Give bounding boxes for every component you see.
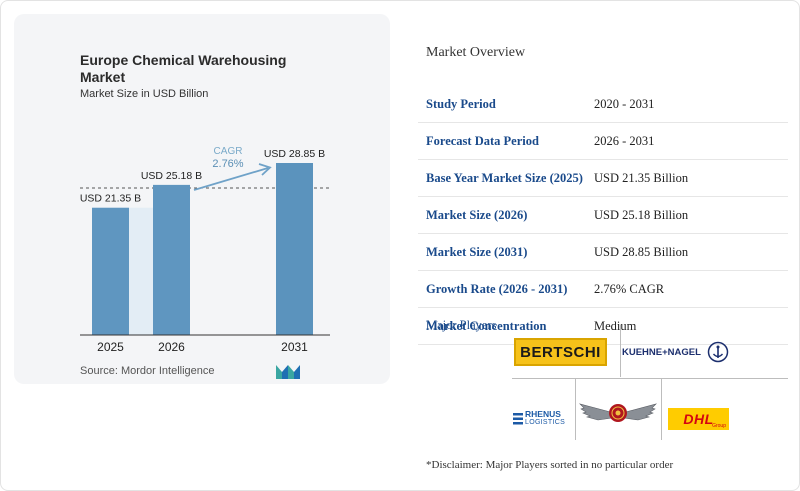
disclaimer: *Disclaimer: Major Players sorted in no … (426, 459, 674, 471)
row-key: Base Year Market Size (2025) (418, 159, 586, 197)
row-key: Study Period (418, 86, 586, 123)
bars-layer: USD 21.35 B 2025 USD 25.18 B 2026 USD 28.85 … (80, 148, 325, 354)
x-tick-label: 2025 (97, 340, 124, 354)
cagr-arrow-line (193, 167, 269, 191)
logo-divider (575, 378, 576, 440)
major-players-title: Major Players (426, 318, 497, 332)
rhenus-logo: RHENUS LOGISTICS (513, 410, 565, 427)
table-row: Study Period 2020 - 2031 (418, 86, 788, 123)
row-value: 2.76% CAGR (586, 270, 788, 308)
chart-source: Source: Mordor Intelligence (80, 365, 215, 377)
bertschi-logo: BERTSCHI (514, 338, 607, 366)
row-key: Growth Rate (2026 - 2031) (418, 270, 586, 308)
chart-card (14, 14, 390, 384)
dhl-logo: DHL Group (668, 408, 729, 430)
table-row: Growth Rate (2026 - 2031) 2.76% CAGR (418, 270, 788, 308)
logo-divider (661, 378, 662, 440)
cagr-value: 2.76% (212, 158, 243, 170)
kuehne-nagel-logo-text: KUEHNE+NAGEL (622, 346, 701, 358)
table-row: Forecast Data Period 2026 - 2031 (418, 122, 788, 160)
row-key: Market Size (2026) (418, 196, 586, 234)
dhl-logo-subtext: Group (712, 423, 726, 429)
row-value: USD 21.35 Billion (586, 159, 788, 197)
x-tick-label: 2031 (281, 340, 308, 354)
bar-2025 (92, 207, 129, 335)
winged-emblem-logo (579, 403, 657, 422)
overview-table: Study Period 2020 - 2031 Forecast Data P… (418, 86, 788, 345)
row-value: USD 28.85 Billion (586, 233, 788, 271)
chart-subtitle: Market Size in USD Billion (80, 88, 209, 100)
row-value: Medium (586, 307, 788, 345)
row-value: USD 25.18 Billion (586, 196, 788, 234)
dhl-logo-text: DHL (683, 411, 714, 427)
rhenus-logo-subtext: LOGISTICS (525, 419, 566, 426)
overview-title: Market Overview (426, 45, 526, 60)
bar-gap-band (129, 207, 153, 335)
bertschi-logo-text: BERTSCHI (520, 343, 601, 361)
row-key: Forecast Data Period (418, 122, 586, 160)
row-value: 2020 - 2031 (586, 86, 788, 123)
bar-2031 (276, 163, 313, 335)
rhenus-mark-icon (513, 412, 523, 424)
bar-value-label: USD 21.35 B (80, 193, 141, 205)
mordor-intelligence-logo (276, 365, 300, 379)
chart-title: Europe Chemical Warehousing Market (80, 52, 287, 85)
cagr-arrow-head (258, 163, 272, 176)
logo-divider (512, 378, 788, 379)
row-value: 2026 - 2031 (586, 122, 788, 160)
bar-2026 (153, 184, 190, 335)
kuehne-nagel-logo: KUEHNE+NAGEL (622, 341, 732, 363)
bar-value-label: USD 25.18 B (141, 170, 202, 182)
rhenus-logo-text: RHENUS (525, 409, 561, 419)
row-key: Market Size (2031) (418, 233, 586, 271)
logo-divider (620, 325, 621, 377)
bar-value-label: USD 28.85 B (264, 148, 325, 160)
bar-chart: USD 21.35 B 2025 USD 25.18 B 2026 USD 28.85 … (80, 146, 330, 354)
table-row: Base Year Market Size (2025) USD 21.35 B… (418, 159, 788, 197)
table-row: Market Size (2026) USD 25.18 Billion (418, 196, 788, 234)
anchor-icon (707, 341, 729, 363)
cagr-label: CAGR (214, 146, 243, 157)
x-tick-label: 2026 (158, 340, 185, 354)
table-row: Market Size (2031) USD 28.85 Billion (418, 233, 788, 271)
